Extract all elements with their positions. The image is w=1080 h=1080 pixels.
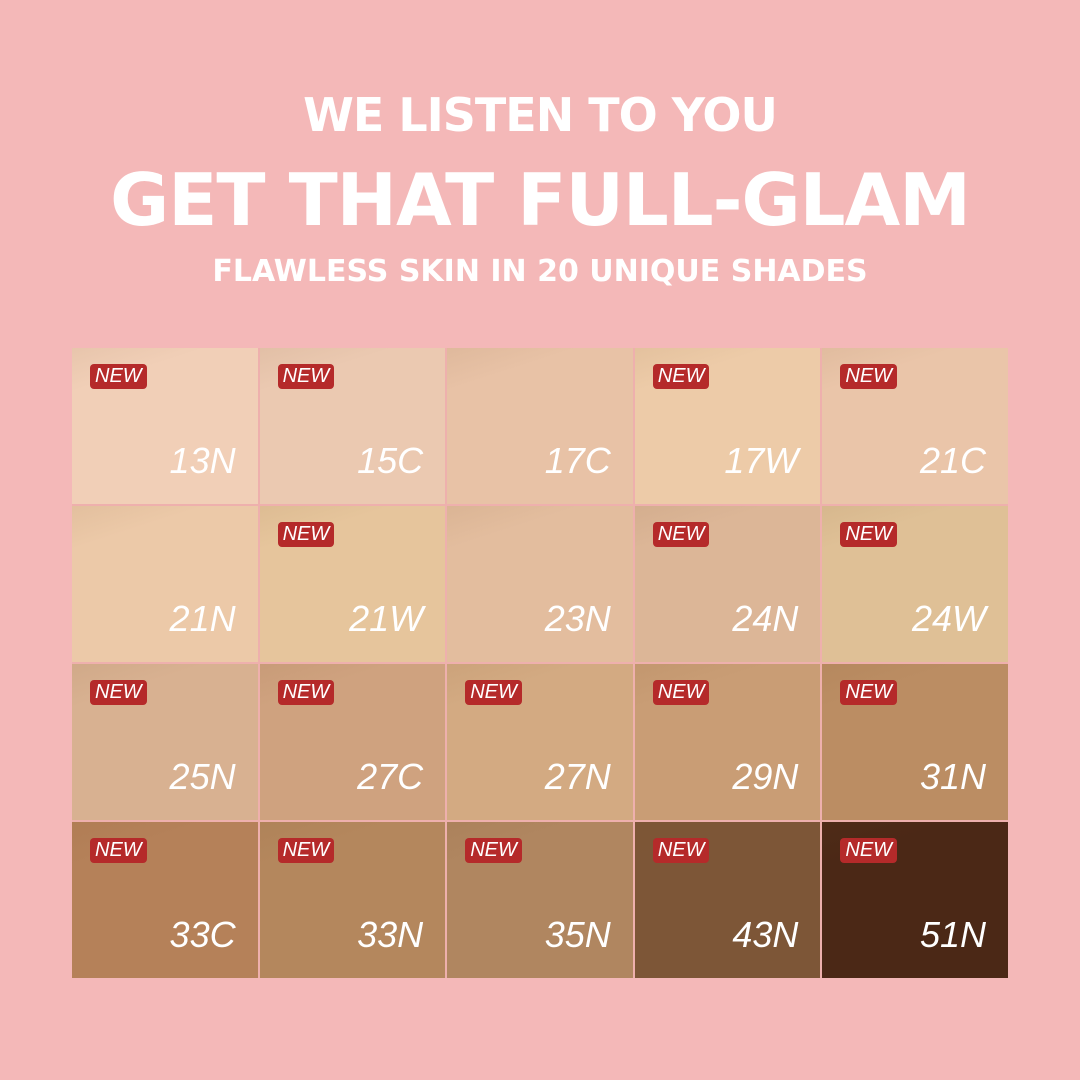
shade-name: 21C [919,440,986,481]
shade-swatch: NEW 43N [634,822,821,978]
shade-name: 24W [911,598,986,639]
new-badge: NEW [465,680,522,705]
new-badge: NEW [90,680,147,705]
shade-name: 33N [357,914,424,955]
shade-swatch: NEW 21W [259,506,446,662]
shade-name: 21N [169,598,236,639]
shade-swatch: NEW 29N [634,664,821,820]
new-badge: NEW [277,680,335,705]
new-badge: NEW [277,522,335,547]
shade-swatch: NEW 31N [822,664,1008,820]
shade-swatch: NEW 24N [634,506,821,662]
shade-name: 23N [544,598,611,639]
shade-swatch: 23N [447,506,633,662]
shade-name: 15C [357,440,424,481]
headline-small: WE LISTEN TO YOU [303,88,778,142]
new-badge: NEW [840,680,898,705]
new-badge: NEW [465,838,522,863]
new-badge: NEW [277,364,335,389]
shade-swatch: NEW 33N [259,822,446,978]
shade-swatch: NEW 33C [72,822,258,978]
shade-name: 24N [732,598,799,639]
shade-swatch: NEW 21C [822,348,1008,504]
shade-name: 29N [732,756,799,797]
new-badge: NEW [840,838,898,863]
shade-swatch: NEW 15C [259,348,446,504]
shade-name: 33C [169,914,236,955]
new-badge: NEW [840,364,898,389]
new-badge: NEW [90,838,147,863]
shade-swatch: NEW 24W [822,506,1008,662]
shade-name: 17W [724,440,799,481]
new-badge: NEW [652,364,710,389]
shade-swatch: NEW 27N [447,664,633,820]
shade-name: 13N [169,440,236,481]
headline-main: GET THAT FULL-GLAM [110,158,971,242]
shade-swatch: NEW 25N [72,664,258,820]
new-badge: NEW [90,364,147,389]
new-badge: NEW [840,522,898,547]
shade-swatch: 17C [447,348,633,504]
shade-grid: NEW 13N NEW 15C 17C NEW 17W NEW 21C 21N NEW 21W 23N N… [72,348,1008,978]
shade-swatch: NEW 51N [822,822,1008,978]
shade-swatch: NEW 13N [72,348,258,504]
shade-name: 21W [349,598,424,639]
shade-name: 25N [169,756,236,797]
shade-name: 27N [544,756,611,797]
shade-swatch: 21N [72,506,258,662]
shade-name: 17C [544,440,611,481]
shade-name: 31N [919,756,986,797]
new-badge: NEW [652,838,710,863]
subheadline: FLAWLESS SKIN IN 20 UNIQUE SHADES [212,254,868,289]
new-badge: NEW [652,522,710,547]
shade-swatch: NEW 17W [634,348,821,504]
shade-swatch: NEW 27C [259,664,446,820]
shade-name: 51N [919,914,986,955]
shade-name: 43N [732,914,799,955]
shade-swatch: NEW 35N [447,822,633,978]
shade-name: 35N [544,914,611,955]
new-badge: NEW [652,680,710,705]
shade-name: 27C [357,756,424,797]
new-badge: NEW [277,838,335,863]
